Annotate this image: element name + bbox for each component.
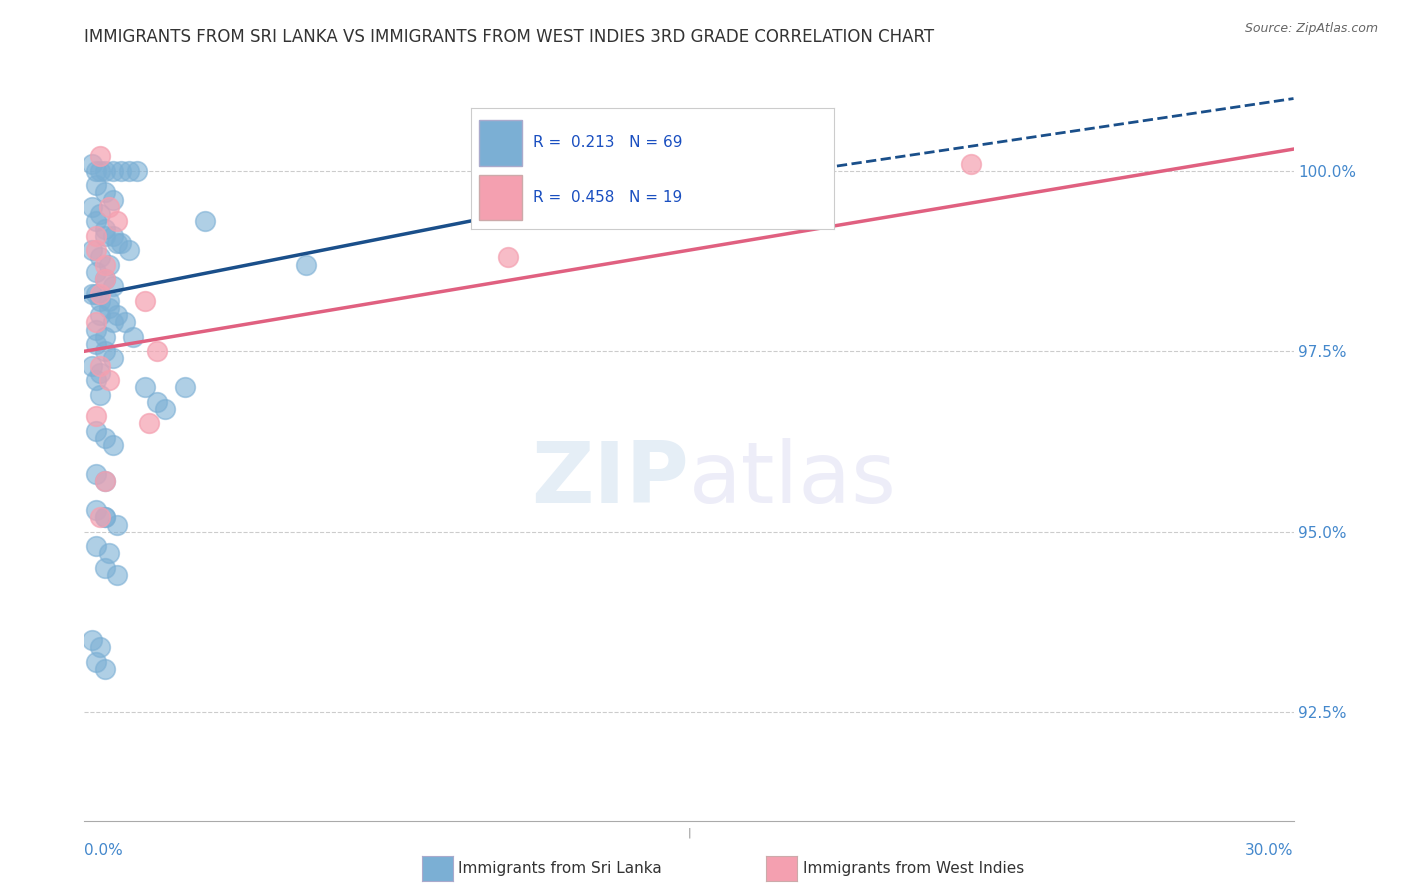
Point xyxy=(105,308,128,322)
Point xyxy=(146,394,169,409)
Point xyxy=(960,156,983,170)
Point xyxy=(101,351,124,366)
Point xyxy=(89,366,111,380)
Point xyxy=(121,330,143,344)
Text: 30.0%: 30.0% xyxy=(1246,843,1294,858)
Point xyxy=(89,510,111,524)
Point xyxy=(82,359,104,373)
Point xyxy=(93,662,115,676)
Point xyxy=(89,149,111,163)
Point xyxy=(89,640,111,655)
Text: IMMIGRANTS FROM SRI LANKA VS IMMIGRANTS FROM WEST INDIES 3RD GRADE CORRELATION C: IMMIGRANTS FROM SRI LANKA VS IMMIGRANTS … xyxy=(84,28,935,45)
Point xyxy=(93,344,115,359)
Point xyxy=(86,409,108,424)
Point xyxy=(101,279,124,293)
Point xyxy=(93,330,115,344)
Point xyxy=(97,546,120,560)
Point xyxy=(138,417,160,431)
Point xyxy=(86,467,108,481)
Point xyxy=(93,258,115,272)
Point xyxy=(110,163,132,178)
Text: Immigrants from Sri Lanka: Immigrants from Sri Lanka xyxy=(458,862,662,876)
Point xyxy=(93,221,115,235)
Point xyxy=(93,510,115,524)
Point xyxy=(86,503,108,517)
Text: Source: ZipAtlas.com: Source: ZipAtlas.com xyxy=(1244,22,1378,36)
Point xyxy=(89,359,111,373)
Point xyxy=(93,475,115,489)
Point xyxy=(105,214,128,228)
Point xyxy=(101,315,124,329)
Point xyxy=(118,163,141,178)
Point xyxy=(89,251,111,265)
Point xyxy=(82,243,104,257)
Point xyxy=(86,178,108,193)
Point xyxy=(86,424,108,438)
Text: atlas: atlas xyxy=(689,438,897,521)
Point xyxy=(97,293,120,308)
Point xyxy=(101,163,124,178)
Point xyxy=(295,258,318,272)
Point xyxy=(134,293,156,308)
Point xyxy=(86,243,108,257)
Point xyxy=(89,207,111,221)
Point xyxy=(86,315,108,329)
Point xyxy=(93,186,115,200)
Point xyxy=(82,156,104,170)
Point xyxy=(86,323,108,337)
Point xyxy=(118,243,141,257)
Point xyxy=(89,293,111,308)
Point xyxy=(89,163,111,178)
Point xyxy=(174,380,197,394)
Point xyxy=(194,214,217,228)
Point xyxy=(101,228,124,243)
Point xyxy=(93,431,115,445)
Point xyxy=(105,235,128,250)
Point xyxy=(93,272,115,286)
Point xyxy=(82,633,104,648)
Point xyxy=(125,163,148,178)
Point xyxy=(82,286,104,301)
Point xyxy=(93,561,115,575)
Text: ZIP: ZIP xyxy=(531,438,689,521)
Point xyxy=(97,200,120,214)
Point xyxy=(496,251,519,265)
Point xyxy=(86,373,108,387)
Text: 0.0%: 0.0% xyxy=(84,843,124,858)
Point xyxy=(93,510,115,524)
Point xyxy=(105,568,128,582)
Point xyxy=(134,380,156,394)
Point xyxy=(97,258,120,272)
Point xyxy=(86,228,108,243)
Point xyxy=(86,265,108,279)
Point xyxy=(93,475,115,489)
Point xyxy=(86,214,108,228)
Point xyxy=(146,344,169,359)
Point xyxy=(86,163,108,178)
Point xyxy=(93,272,115,286)
Point xyxy=(93,228,115,243)
Point xyxy=(101,438,124,452)
Point xyxy=(153,402,176,417)
Point xyxy=(86,286,108,301)
Point xyxy=(86,655,108,669)
Point xyxy=(97,373,120,387)
Point xyxy=(82,200,104,214)
Point xyxy=(114,315,136,329)
Point xyxy=(86,337,108,351)
Point xyxy=(105,517,128,532)
Point xyxy=(93,163,115,178)
Text: Immigrants from West Indies: Immigrants from West Indies xyxy=(803,862,1024,876)
Point xyxy=(89,286,111,301)
Point xyxy=(101,193,124,207)
Point xyxy=(97,301,120,315)
Point xyxy=(110,235,132,250)
Point xyxy=(89,387,111,401)
Point xyxy=(89,308,111,322)
Point xyxy=(86,539,108,553)
Text: |: | xyxy=(688,828,690,838)
